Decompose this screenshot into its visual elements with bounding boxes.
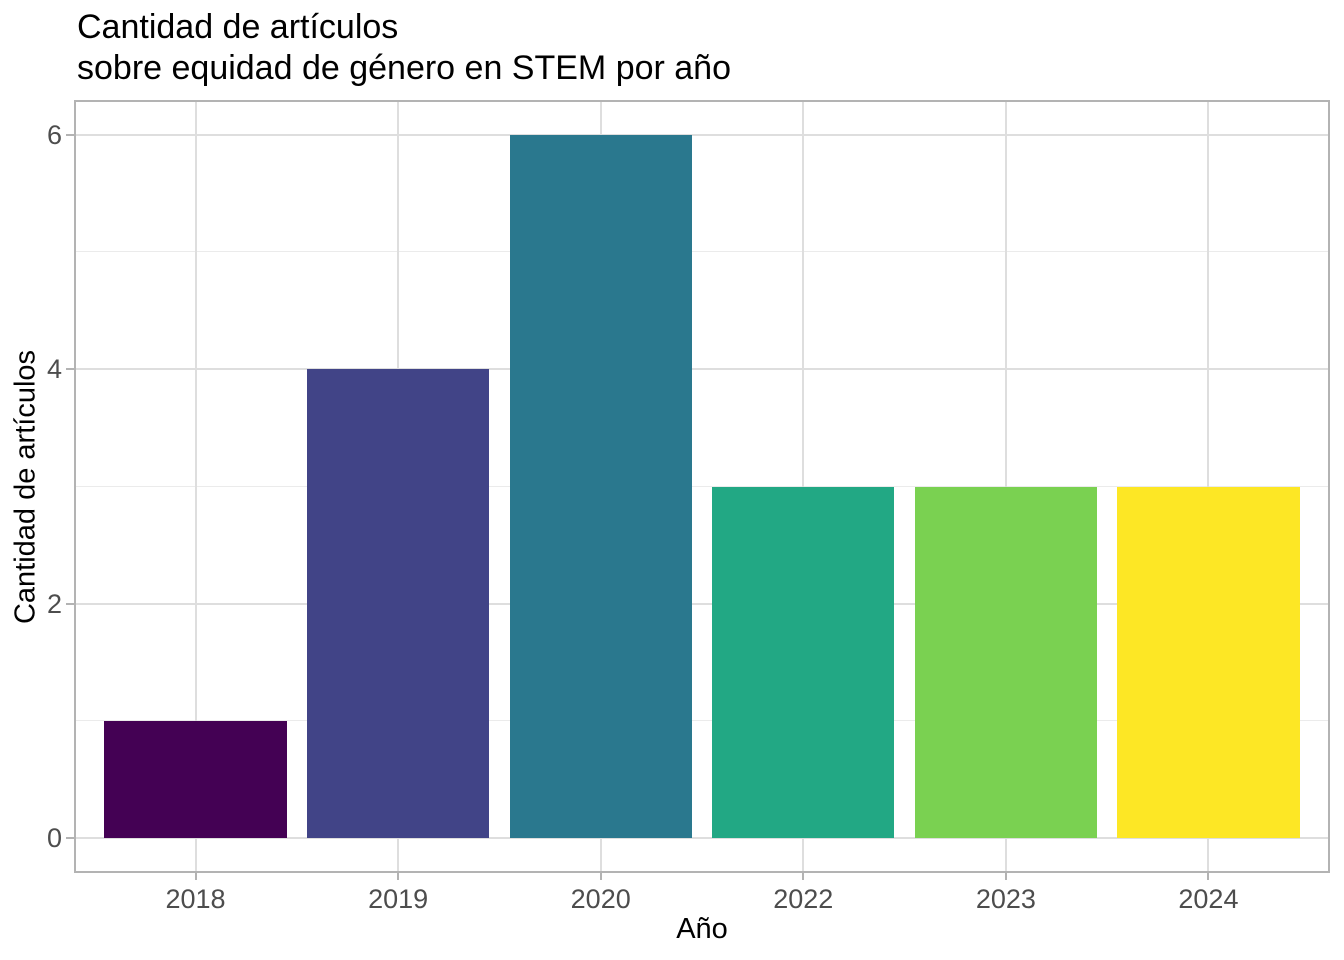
x-tick-2023: [1004, 873, 1007, 880]
y-tick-4: [66, 368, 74, 371]
gridline-major-x-2024: [1207, 100, 1210, 873]
bar-2024: [1117, 486, 1300, 838]
bar-2022: [712, 486, 895, 838]
y-tick-6: [66, 134, 74, 137]
y-tick-label-2: 2: [46, 588, 62, 619]
gridline-major-y6: [74, 134, 1330, 137]
x-tick-2020: [599, 873, 602, 880]
gridline-major-x-2022: [802, 100, 805, 873]
bar-2018: [104, 720, 287, 838]
gridline-major-y0: [74, 836, 1330, 839]
gridline-major-x-2023: [1004, 100, 1007, 873]
x-tick-2018: [194, 873, 197, 880]
bar-2023: [914, 486, 1098, 838]
gridline-minor-y5: [74, 251, 1330, 253]
chart-title-line1: Cantidad de artículos: [77, 8, 399, 46]
chart-title: Cantidad de artículos sobre equidad de g…: [77, 7, 731, 89]
gridline-minor-y3: [74, 485, 1330, 487]
x-tick-2024: [1207, 873, 1210, 880]
x-tick-label-2018: 2018: [165, 884, 226, 914]
gridline-major-y2: [74, 602, 1330, 605]
y-tick-label-6: 6: [46, 120, 62, 151]
gridline-major-x-2018: [194, 100, 197, 873]
gridline-minor-y1: [74, 719, 1330, 721]
x-tick-label-2019: 2019: [368, 884, 429, 914]
chart-title-line2: sobre equidad de género en STEM por año: [77, 49, 732, 87]
x-axis-title: Año: [676, 913, 728, 945]
x-tick-label-2023: 2023: [975, 884, 1036, 914]
x-tick-label-2022: 2022: [773, 884, 834, 914]
y-axis-title: Cantidad de artículos: [9, 349, 42, 625]
x-tick-2022: [802, 873, 805, 880]
y-tick-0: [66, 836, 74, 839]
y-tick-2: [66, 602, 74, 605]
gridline-major-y4: [74, 368, 1330, 371]
bar-2019: [306, 369, 490, 838]
bar-2020: [509, 135, 692, 838]
y-tick-label-4: 4: [46, 354, 62, 385]
x-tick-label-2024: 2024: [1178, 884, 1239, 914]
x-tick-label-2020: 2020: [570, 884, 631, 914]
y-tick-label-0: 0: [46, 822, 62, 853]
plot-panel: [74, 100, 1330, 873]
x-tick-2019: [397, 873, 400, 880]
